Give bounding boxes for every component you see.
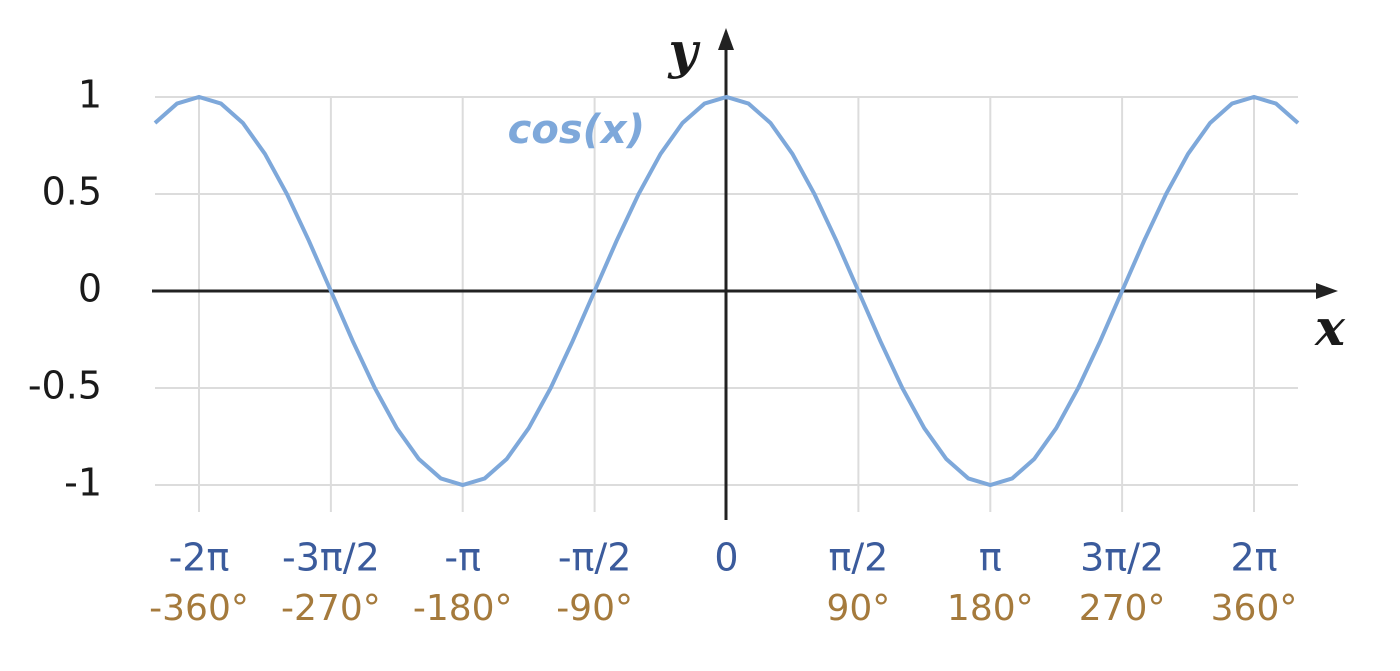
line-series xyxy=(153,94,1300,488)
y-tick-label: 0 xyxy=(78,267,102,311)
x-degree-label: 360° xyxy=(1211,588,1298,629)
x-tick-label: -π/2 xyxy=(558,536,632,580)
x-axis-arrow xyxy=(1316,283,1338,299)
x-degree-label: -360° xyxy=(149,588,249,629)
x-degree-label: 270° xyxy=(1079,588,1166,629)
y-tick-label: 0.5 xyxy=(42,170,102,214)
x-tick-label: -2π xyxy=(169,536,230,580)
y-tick-label: 1 xyxy=(78,73,102,117)
x-tick-label: π xyxy=(979,536,1002,580)
x-tick-label: -3π/2 xyxy=(282,536,380,580)
x-degree-label: 180° xyxy=(947,588,1034,629)
x-tick-label: -π xyxy=(444,536,481,580)
series-label: cos(x) xyxy=(508,107,645,153)
x-tick-label: π/2 xyxy=(828,536,888,580)
x-tick-label: 3π/2 xyxy=(1080,536,1164,580)
y-axis-arrow xyxy=(718,28,734,50)
x-degree-label: -180° xyxy=(413,588,513,629)
x-degree-label: -90° xyxy=(556,588,633,629)
x-tick-label: 2π xyxy=(1230,536,1277,580)
x-degree-label: 90° xyxy=(826,588,890,629)
x-axis-label: x xyxy=(1314,298,1346,357)
y-axis-label: y xyxy=(667,21,700,80)
y-tick-label: -0.5 xyxy=(28,364,102,408)
x-degree-label: -270° xyxy=(281,588,381,629)
y-tick-label: -1 xyxy=(64,461,102,505)
x-tick-label: 0 xyxy=(714,536,738,580)
